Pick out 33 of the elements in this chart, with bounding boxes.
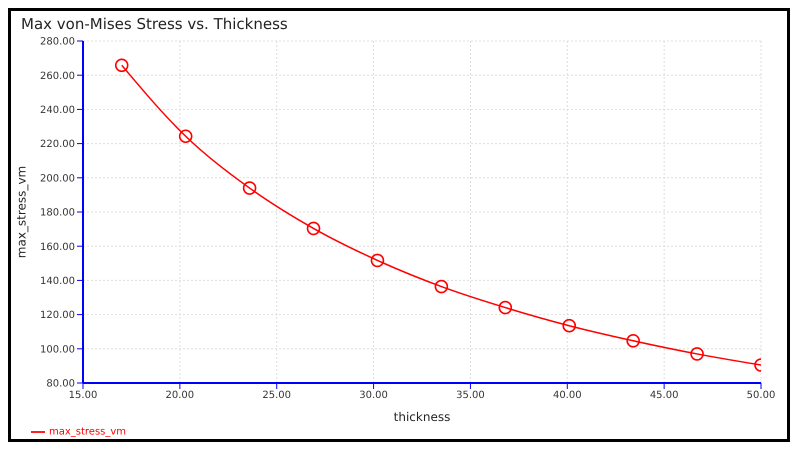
y-tick-label: 180.00 (40, 208, 75, 219)
y-tick-label: 160.00 (40, 242, 75, 253)
y-tick-label: 100.00 (40, 344, 75, 356)
point (242, 181, 256, 195)
y-axis-title: max_stress_vm (14, 166, 28, 258)
point (114, 58, 129, 72)
point (306, 222, 320, 236)
x-tick-label: 50.00 (746, 390, 776, 402)
point (434, 280, 448, 294)
y-tick-label: 140.00 (40, 276, 75, 287)
x-tick-label: 15.00 (68, 390, 98, 402)
y-tick-label: 280.00 (40, 36, 75, 48)
chart-title: Max von-Mises Stress vs. Thickness (21, 15, 288, 33)
y-tick-label: 120.00 (40, 310, 75, 322)
y-tick-label: 200.00 (40, 173, 75, 184)
point (690, 347, 704, 361)
x-tick-label: 40.00 (552, 390, 582, 402)
point (370, 254, 384, 268)
point (498, 300, 512, 314)
x-tick-label: 20.00 (166, 390, 194, 402)
point (562, 318, 576, 333)
y-tick-label: 220.00 (40, 139, 75, 150)
point (626, 334, 640, 348)
legend-label: max_stress_vm (49, 426, 126, 438)
x-tick-label: 45.00 (650, 390, 678, 402)
y-tick-label: 240.00 (40, 104, 75, 116)
x-axis-title: thickness (394, 410, 450, 424)
x-tick-label: 25.00 (262, 390, 292, 402)
y-tick-label: 260.00 (40, 70, 75, 82)
x-tick-label: 35.00 (456, 390, 485, 402)
point (178, 129, 192, 144)
x-tick-label: 30.00 (359, 390, 388, 402)
y-tick-label: 80.00 (46, 378, 75, 390)
